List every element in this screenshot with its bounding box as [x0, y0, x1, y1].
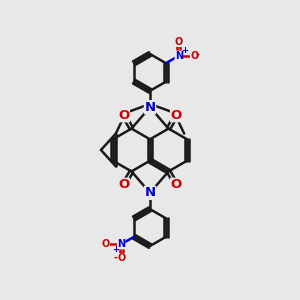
Text: +: +: [181, 46, 188, 55]
Text: O: O: [118, 109, 129, 122]
Text: O: O: [102, 239, 110, 249]
Text: -: -: [196, 49, 200, 59]
Text: N: N: [117, 239, 125, 249]
Text: +: +: [112, 245, 119, 254]
Text: N: N: [144, 186, 156, 199]
Text: O: O: [190, 51, 198, 61]
Text: O: O: [171, 178, 182, 191]
Text: O: O: [175, 37, 183, 47]
Text: -: -: [113, 253, 117, 263]
Text: O: O: [171, 109, 182, 122]
Text: O: O: [118, 178, 129, 191]
Text: O: O: [117, 253, 125, 263]
Text: N: N: [144, 101, 156, 114]
Text: N: N: [175, 51, 183, 61]
